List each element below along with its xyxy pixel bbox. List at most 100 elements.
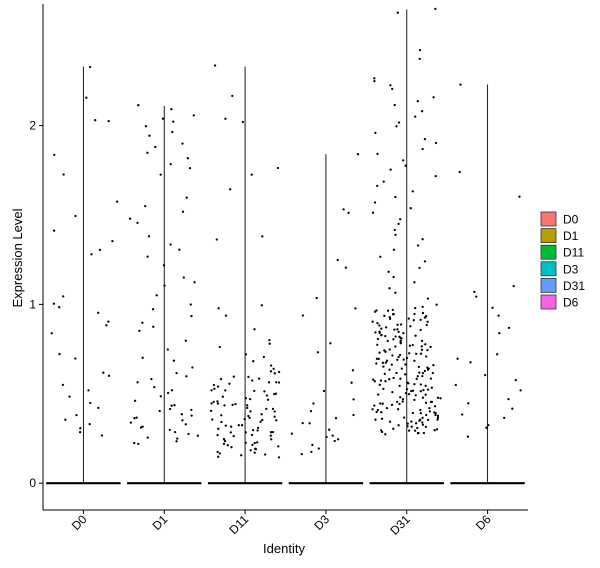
data-point xyxy=(421,374,424,378)
data-point xyxy=(428,406,431,410)
data-point xyxy=(375,357,379,360)
data-point xyxy=(129,421,133,424)
data-point xyxy=(414,394,417,397)
data-point xyxy=(402,159,405,162)
data-point xyxy=(410,420,413,423)
data-point xyxy=(234,402,237,406)
data-point xyxy=(87,389,90,392)
data-point xyxy=(389,168,392,171)
legend-label-d11: D11 xyxy=(563,246,584,260)
data-point xyxy=(407,429,411,432)
data-point xyxy=(424,425,428,429)
data-point xyxy=(216,400,219,403)
data-point xyxy=(251,443,254,447)
data-point xyxy=(144,125,148,128)
data-point xyxy=(222,438,226,441)
data-point xyxy=(268,338,271,342)
data-point xyxy=(374,418,377,421)
data-point xyxy=(421,147,424,151)
data-point xyxy=(389,84,392,87)
data-point xyxy=(322,389,326,393)
data-point xyxy=(409,207,412,210)
data-point xyxy=(216,385,220,388)
data-point xyxy=(378,324,381,327)
data-point xyxy=(423,316,427,319)
data-point xyxy=(133,417,136,420)
data-point xyxy=(342,208,345,211)
data-point xyxy=(379,255,382,258)
data-point xyxy=(162,264,166,267)
data-point xyxy=(182,276,185,279)
data-point xyxy=(426,366,429,369)
data-point xyxy=(376,184,379,188)
data-point xyxy=(301,314,305,317)
data-point xyxy=(172,359,176,362)
legend: D0 D1 D11 D3 D31 D6 xyxy=(540,211,585,310)
data-point xyxy=(391,391,394,394)
x-tick-label-d11: D11 xyxy=(226,512,251,537)
data-point xyxy=(263,390,266,393)
data-point xyxy=(373,77,376,80)
data-point xyxy=(192,114,195,117)
data-point xyxy=(399,396,402,399)
y-axis-title: Expression Level xyxy=(10,208,25,307)
data-point xyxy=(456,357,459,360)
data-point xyxy=(402,332,405,335)
data-point xyxy=(412,319,415,322)
data-point xyxy=(454,383,457,387)
data-point xyxy=(277,381,281,384)
jitter-points-layer xyxy=(50,7,522,459)
data-point xyxy=(392,427,395,430)
data-point xyxy=(141,356,144,359)
data-point xyxy=(391,313,395,316)
data-point xyxy=(276,166,280,170)
data-point xyxy=(382,365,385,368)
data-point xyxy=(418,266,421,270)
data-point xyxy=(351,369,355,372)
data-point xyxy=(401,400,404,403)
legend-swatch-d1 xyxy=(540,228,557,244)
data-point xyxy=(466,435,470,438)
data-point xyxy=(185,196,188,199)
data-point xyxy=(411,190,414,193)
data-point xyxy=(421,311,425,315)
data-point xyxy=(146,151,149,154)
data-point xyxy=(317,447,320,450)
data-point xyxy=(269,431,273,434)
data-point xyxy=(503,416,506,420)
data-point xyxy=(384,334,387,338)
data-point xyxy=(413,281,416,284)
data-point xyxy=(230,425,233,428)
data-point xyxy=(155,294,158,297)
data-point xyxy=(418,48,422,52)
data-point xyxy=(491,306,494,309)
data-point xyxy=(507,397,510,401)
data-point xyxy=(423,369,427,373)
data-point xyxy=(434,174,437,178)
data-point xyxy=(246,406,249,410)
data-point xyxy=(387,270,390,273)
data-point xyxy=(232,434,235,438)
data-point xyxy=(79,427,82,430)
data-point xyxy=(220,414,223,417)
data-point xyxy=(416,375,419,378)
data-point xyxy=(115,200,119,203)
data-point xyxy=(407,317,410,320)
data-point xyxy=(356,153,360,156)
data-point xyxy=(419,412,422,415)
data-point xyxy=(414,422,418,425)
data-point xyxy=(210,389,213,392)
data-point xyxy=(223,439,227,443)
data-point xyxy=(144,204,147,208)
data-point xyxy=(52,229,56,232)
data-point xyxy=(98,248,102,252)
data-point xyxy=(260,413,263,416)
data-point xyxy=(277,456,281,459)
data-point xyxy=(107,119,110,123)
data-point xyxy=(436,414,440,417)
data-point xyxy=(247,414,250,418)
data-point xyxy=(415,377,418,381)
data-point xyxy=(100,434,104,437)
data-point xyxy=(376,343,379,346)
